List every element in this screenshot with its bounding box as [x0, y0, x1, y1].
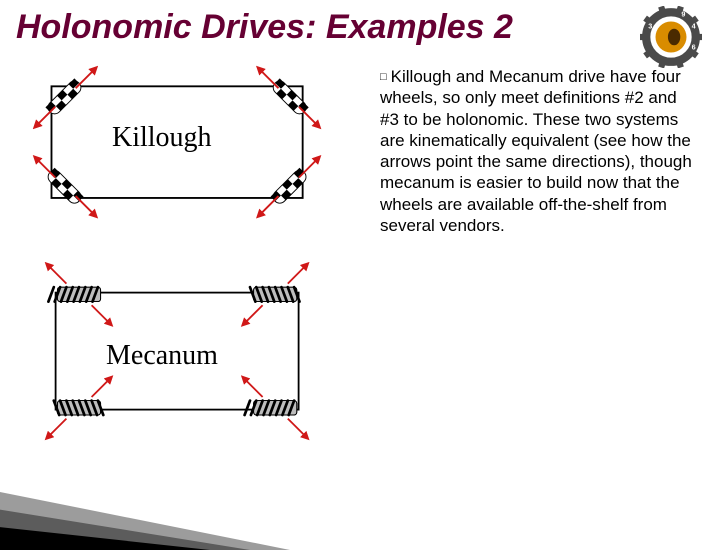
- svg-text:3: 3: [648, 22, 652, 31]
- bullet-icon: □: [380, 71, 387, 83]
- mecanum-label: Mecanum: [106, 340, 218, 372]
- team-logo: 94 6 3: [640, 6, 702, 68]
- killough-label: Killough: [112, 122, 212, 154]
- svg-text:9: 9: [681, 9, 685, 18]
- svg-text:4: 4: [692, 22, 696, 31]
- svg-text:6: 6: [692, 42, 696, 51]
- body-text-content: Killough and Mecanum drive have four whe…: [380, 67, 692, 235]
- page-title: Holonomic Drives: Examples 2: [16, 8, 513, 47]
- body-paragraph: □Killough and Mecanum drive have four wh…: [380, 66, 700, 236]
- decorative-swoosh: [0, 430, 330, 550]
